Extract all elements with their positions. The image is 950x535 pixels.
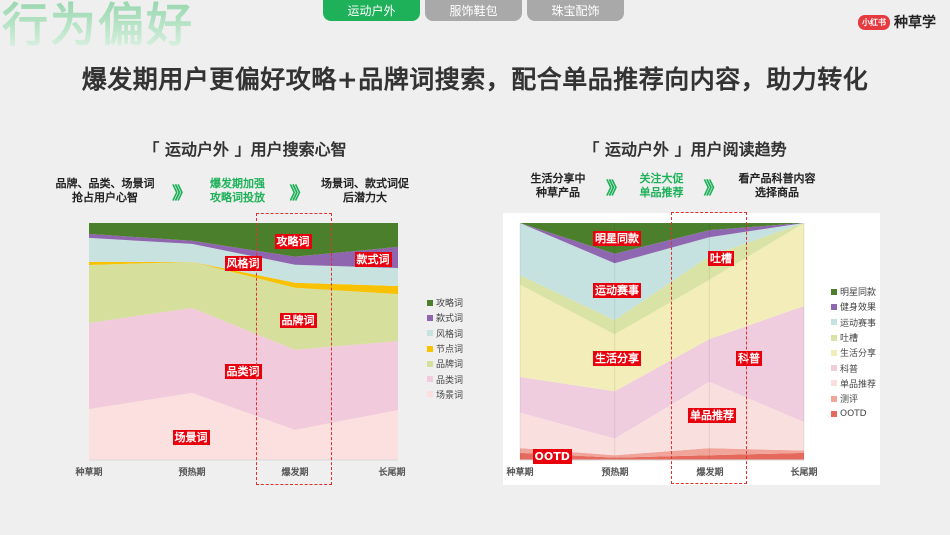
legend-label: 明星同款 [840,288,877,299]
chart-annotation-label: 款式词 [354,251,392,267]
x-axis-tick-label: 长尾期 [378,466,405,478]
legend-label: 款式词 [436,314,464,325]
legend-label: 健身效果 [840,303,877,314]
flow-step-highlight: 爆发期加强 攻略词投放 [210,177,265,204]
legend-item: 吐槽 [831,330,876,345]
brand-logo: 小红书 种草学 [858,12,936,32]
left-flow: 品牌、品类、场景词 抢占用户心智 》》 爆发期加强 攻略词投放 》》 场景词、款… [50,177,415,205]
chart-annotation-label: 运动赛事 [593,282,641,298]
legend-label: 攻略词 [436,299,464,310]
area-series [89,392,398,460]
chart-annotation-label: 明星同款 [593,230,641,246]
legend-label: 节点词 [436,345,464,356]
legend-label: 品牌词 [436,360,464,371]
left-panel-title: 「 运动户外 」用户搜索心智 [143,140,347,159]
legend-swatch-icon [831,365,837,372]
legend-item: 品牌词 [427,356,463,371]
x-axis-tick-label: 种草期 [74,466,102,478]
flow-step: 生活分享中 种草产品 [530,172,586,199]
legend-swatch-icon [831,349,837,356]
legend-item: OOTD [831,406,876,421]
burst-period-highlight-box [671,212,747,484]
section-watermark: 行为偏好 [2,0,194,56]
legend-label: 测评 [840,395,859,406]
legend-item: 品类词 [427,371,463,386]
legend-item: 场景词 [427,387,463,402]
legend-label: 风格词 [436,329,464,340]
tab-sports-outdoor[interactable]: 运动户外 [323,0,420,21]
legend-swatch-icon [427,391,433,398]
legend-item: 生活分享 [831,345,876,360]
area-series [89,261,398,350]
legend-label: 吐槽 [840,334,859,345]
chart-annotation-label: 品类词 [224,363,262,379]
legend-item: 款式词 [427,310,463,325]
legend-item: 科普 [831,360,876,375]
chart-annotation-label: 场景词 [172,429,210,445]
legend-swatch-icon [831,380,837,387]
legend-item: 测评 [831,391,876,406]
legend-swatch-icon [831,288,837,295]
area-series [89,223,398,257]
chart-annotation-label: 风格词 [224,255,262,271]
burst-period-highlight-box [256,213,332,485]
legend-swatch-icon [831,411,837,418]
chevron-right-icon: 》》 [289,183,309,204]
chevron-right-icon: 》》 [172,183,191,204]
chevron-right-icon: 》》 [606,178,625,199]
category-tabs: 运动户外 服饰鞋包 珠宝配饰 [323,0,624,21]
legend-item: 运动赛事 [831,315,876,330]
legend-swatch-icon [831,334,837,341]
legend-item: 节点词 [427,341,463,356]
chart-annotation-label: 单品推荐 [688,407,736,423]
legend-swatch-icon [831,395,837,402]
legend-swatch-icon [427,345,433,352]
legend-item: 健身效果 [831,299,876,314]
legend-swatch-icon [427,299,433,306]
legend-swatch-icon [831,303,837,310]
chart-annotation-label: 科普 [736,350,762,366]
legend-swatch-icon [427,314,433,321]
legend-swatch-icon [831,319,837,326]
legend-label: 场景词 [436,390,464,401]
page-headline: 爆发期用户更偏好攻略+品牌词搜索，配合单品推荐向内容，助力转化 [81,65,869,94]
legend-swatch-icon [427,330,433,337]
legend-label: OOTD [840,409,867,420]
x-axis-tick-label: 预热期 [178,466,205,478]
legend-item: 风格词 [427,326,463,341]
legend-label: 生活分享 [840,349,877,360]
tab-apparel-bags[interactable]: 服饰鞋包 [425,0,522,21]
legend-swatch-icon [427,360,433,367]
flow-step: 场景词、款式词促 后潜力大 [321,177,409,204]
reading-trend-legend: 明星同款健身效果运动赛事吐槽生活分享科普单品推荐测评 OOTD [831,284,876,422]
legend-item: 攻略词 [427,295,463,310]
legend-label: 单品推荐 [840,379,877,390]
xiaohongshu-badge-icon: 小红书 [858,14,890,30]
tab-jewelry[interactable]: 珠宝配饰 [527,0,624,21]
chart-annotation-label: 攻略词 [274,233,312,249]
chart-annotation-label: 品牌词 [279,312,317,328]
flow-step-highlight: 关注大促 单品推荐 [639,172,684,199]
legend-label: 运动赛事 [840,318,877,329]
legend-swatch-icon [427,376,433,383]
chevron-right-icon: 》》 [703,178,723,199]
legend-label: 品类词 [436,375,464,386]
brand-name: 种草学 [894,15,936,31]
right-flow: 生活分享中 种草产品 》》 关注大促 单品推荐 》》 看产品科普内容 选择商品 [522,172,825,200]
legend-item: 单品推荐 [831,376,876,391]
search-mindset-legend: 攻略词款式词风格词节点词品牌词品类词场景词 [427,295,463,402]
legend-item: 明星同款 [831,284,876,299]
chart-annotation-label: 生活分享 [593,350,641,366]
right-panel-title: 「 运动户外 」用户阅读趋势 [583,140,787,159]
chart-annotation-label: 吐槽 [708,250,734,266]
legend-label: 科普 [840,364,859,375]
chart-annotation-label: OOTD [532,448,572,464]
flow-step: 品牌、品类、场景词 抢占用户心智 [55,177,155,204]
flow-step: 看产品科普内容 选择商品 [738,172,816,199]
